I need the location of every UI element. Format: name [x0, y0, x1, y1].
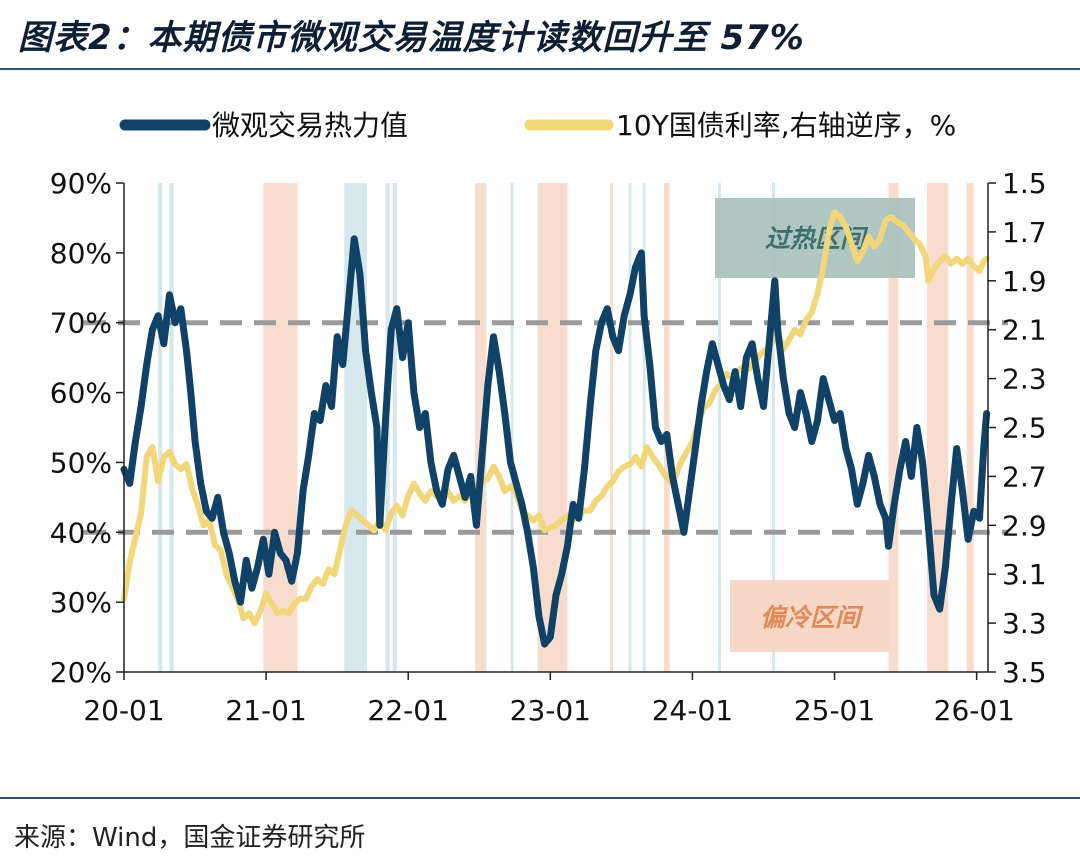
legend: 微观交易热力值 10Y国债利率,右轴逆序，%: [119, 109, 956, 142]
cold-band: [888, 183, 899, 672]
series-lines: [120, 209, 991, 648]
heat-series-line: [120, 235, 991, 648]
left-tick-label: 30%: [50, 586, 112, 619]
x-tick-label: 23-01: [510, 694, 591, 727]
hot-band: [642, 183, 646, 672]
x-tick-label: 22-01: [368, 694, 449, 727]
cold-band: [263, 183, 298, 672]
legend-label-yield: 10Y国债利率,右轴逆序，%: [616, 109, 956, 142]
axes: 20% 30% 40% 50% 60% 70% 80% 90% 1.5 1.7 1.9 2.1 2.3 2…: [50, 167, 1047, 727]
right-tick-label: 2.7: [1002, 460, 1047, 493]
yield-series-line: [121, 209, 990, 627]
cold-band: [537, 183, 568, 672]
hot-band: [772, 183, 775, 672]
title-divider: [0, 68, 1080, 70]
right-tick-label: 2.9: [1002, 509, 1047, 542]
cold-band: [475, 183, 487, 672]
left-tick-label: 20%: [50, 656, 112, 689]
left-tick-label: 80%: [50, 237, 112, 270]
right-tick-label: 3.5: [1002, 656, 1047, 689]
right-tick-label: 1.9: [1002, 265, 1047, 298]
left-tick-label: 50%: [50, 446, 112, 479]
source-note: 来源：Wind，国金证券研究所: [14, 823, 366, 853]
x-tick-label: 25-01: [794, 694, 875, 727]
right-tick-label: 2.3: [1002, 363, 1047, 396]
cold-zone-box: [730, 580, 890, 652]
hot-band: [169, 183, 174, 672]
hot-band: [158, 183, 163, 672]
left-tick-label: 60%: [50, 377, 112, 410]
right-tick-label: 2.5: [1002, 412, 1047, 445]
hot-band: [718, 183, 721, 672]
left-tick-label: 70%: [50, 307, 112, 340]
right-tick-label: 1.7: [1002, 216, 1047, 249]
cold-band: [664, 183, 670, 672]
chart-title: 图表2：本期债市微观交易温度计读数回升至 57%: [18, 18, 805, 58]
right-tick-label: 1.5: [1002, 167, 1047, 200]
legend-label-heat: 微观交易热力值: [212, 109, 408, 142]
cold-band: [966, 183, 974, 672]
left-tick-label: 40%: [50, 516, 112, 549]
hot-band: [628, 183, 632, 672]
right-tick-label: 2.1: [1002, 314, 1047, 347]
x-tick-label: 24-01: [652, 694, 733, 727]
hot-band: [392, 183, 397, 672]
hot-band: [510, 183, 514, 672]
right-tick-label: 3.1: [1002, 558, 1047, 591]
left-tick-label: 90%: [50, 167, 112, 200]
x-tick-label: 20-01: [83, 694, 164, 727]
cold-band: [610, 183, 613, 672]
right-tick-label: 3.3: [1002, 607, 1047, 640]
cold-zone-label: 偏冷区间: [760, 603, 864, 632]
footer-divider: [0, 797, 1080, 799]
x-tick-label: 21-01: [225, 694, 306, 727]
x-tick-label: 26-01: [934, 694, 1015, 727]
